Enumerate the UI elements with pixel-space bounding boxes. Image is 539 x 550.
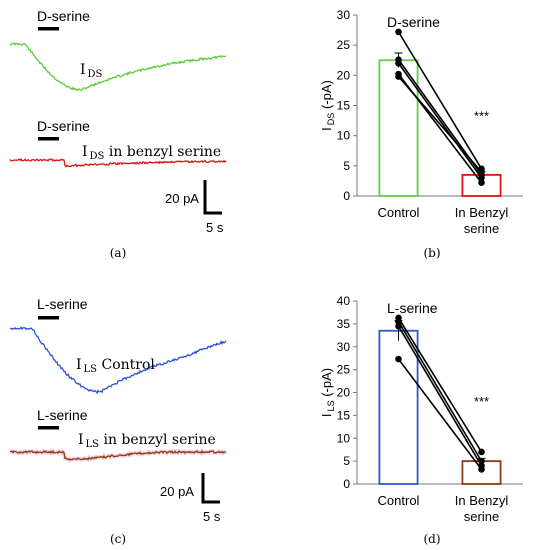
data-point-benzyl [478, 448, 485, 456]
y-tick-label: 0 [343, 477, 350, 491]
scale-label-y: 20 pA [160, 484, 194, 499]
y-tick-label: 15 [337, 408, 351, 422]
stimulus-bar-bottom [38, 137, 59, 141]
y-axis-label: IDS (-pA) [319, 80, 336, 131]
y-tick-label: 25 [337, 38, 351, 52]
data-point-benzyl [478, 168, 485, 176]
significance-marker: *** [474, 394, 489, 409]
x-tick-label: Control [378, 205, 420, 220]
y-tick-label: 10 [337, 431, 351, 445]
stimulus-label-bottom: L-serine [37, 407, 88, 423]
data-point-control [395, 318, 402, 325]
trace-ids-benzyl [9, 158, 227, 168]
paired-line [397, 31, 483, 170]
panel-label-a: (a) [110, 246, 127, 260]
data-point-benzyl [478, 466, 485, 473]
y-tick-label: 20 [337, 68, 351, 82]
trace-label-ids: I DS [80, 62, 103, 80]
y-tick-label: 25 [337, 363, 351, 377]
paired-line [397, 358, 483, 470]
bar-control [378, 59, 419, 197]
panel-label-b: (b) [423, 246, 440, 260]
scale-label-x: 5 s [206, 220, 224, 235]
scale-bar [201, 473, 220, 504]
x-tick-label: Control [378, 493, 420, 508]
stimulus-bar-bottom [38, 426, 59, 430]
paired-line [397, 325, 483, 467]
bar-chart-l-serine: 0 5 10 15 20 25 30 35 40 ILS (-pA) L-serine Control… [319, 294, 523, 524]
data-point-control [395, 322, 402, 330]
stimulus-label-top: D-serine [37, 8, 90, 24]
trace-ils-benzyl [9, 449, 227, 461]
trace-label-ils-benzyl: I LS in benzyl serine [78, 432, 216, 450]
panel-label-d: (d) [423, 532, 440, 546]
panel-label-c: (c) [110, 532, 126, 546]
trace-ids-control [9, 42, 227, 92]
x-tick-label: serine [464, 509, 499, 524]
y-tick-label: 5 [343, 454, 350, 468]
bar-chart-d-serine: 0 5 10 15 20 25 30 IDS (-pA) D-serine Control In B… [319, 8, 523, 236]
y-tick-label: 5 [343, 159, 350, 173]
significance-marker: *** [474, 109, 489, 124]
chart-title: L-serine [387, 300, 438, 316]
y-tick-label: 10 [337, 129, 351, 143]
bar-control [378, 329, 419, 485]
x-tick-label: In Benzyl [455, 493, 509, 508]
x-tick-label: serine [464, 221, 499, 236]
paired-line [397, 321, 483, 462]
data-point-benzyl [478, 179, 485, 187]
data-point-control [395, 59, 402, 67]
scale-label-x: 5 s [203, 509, 221, 524]
scale-label-y: 20 pA [165, 191, 199, 206]
stimulus-label-bottom: D-serine [37, 118, 90, 134]
y-axis-label: ILS (-pA) [319, 368, 336, 417]
stimulus-label-top: L-serine [37, 296, 88, 312]
panel-a: D-serine I DS D-serine I DS in benzyl seri… [9, 8, 227, 235]
data-point-control [395, 73, 402, 80]
y-tick-label: 20 [337, 386, 351, 400]
paired-line [397, 62, 483, 179]
panel-c: L-serine I LS Control L-serine I LS in ben… [9, 296, 227, 524]
y-tick-label: 30 [337, 8, 351, 22]
y-tick-label: 40 [337, 294, 351, 308]
data-point-control [395, 355, 402, 363]
chart-title: D-serine [387, 14, 440, 30]
stimulus-bar-top [38, 316, 59, 320]
trace-label-ids-benzyl: I DS in benzyl serine [82, 144, 221, 162]
trace-ils-control [9, 326, 227, 395]
y-tick-label: 35 [337, 317, 351, 331]
y-tick-label: 0 [343, 189, 350, 203]
paired-line [397, 317, 483, 453]
trace-label-ils-control: I LS Control [76, 357, 155, 375]
x-tick-label: In Benzyl [455, 205, 509, 220]
scale-bar [203, 180, 222, 215]
paired-line [397, 76, 483, 173]
stimulus-bar-top [38, 27, 59, 31]
data-point-control [395, 28, 402, 36]
y-tick-label: 15 [337, 99, 351, 113]
y-tick-label: 30 [337, 340, 351, 354]
